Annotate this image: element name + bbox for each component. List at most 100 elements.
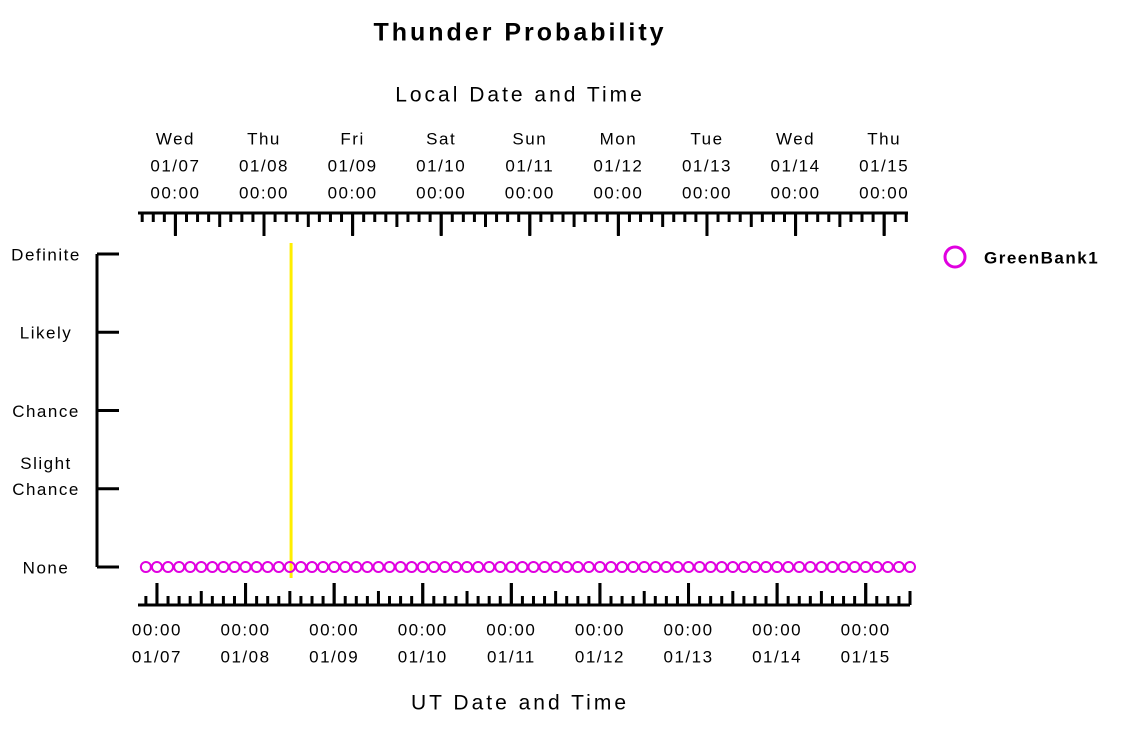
x-tick-label: 00:00 — [841, 620, 891, 639]
x2-tick-label: 00:00 — [505, 183, 555, 202]
data-point — [394, 561, 407, 573]
data-point — [571, 561, 584, 573]
x2-tick-label: 00:00 — [771, 183, 821, 202]
x2-tick-label: 00:00 — [593, 183, 643, 202]
data-point — [228, 561, 241, 573]
x2-tick-label: 00:00 — [328, 183, 378, 202]
x-tick-label: 01/09 — [309, 647, 359, 666]
x-tick-label: 00:00 — [663, 620, 713, 639]
bottom-axis-title: UT Date and Time — [411, 692, 629, 715]
data-point — [726, 561, 739, 573]
data-point — [837, 561, 850, 573]
data-point — [261, 561, 274, 573]
data-point — [549, 561, 562, 573]
data-point — [638, 561, 651, 573]
data-point — [173, 561, 186, 573]
x2-tick-label: Thu — [867, 129, 901, 148]
data-point — [206, 561, 219, 573]
y-tick-label: Slight — [20, 454, 72, 473]
x2-tick-label: Wed — [776, 129, 815, 148]
data-point — [150, 561, 163, 573]
data-point — [328, 561, 341, 573]
x-tick-label: 00:00 — [132, 620, 182, 639]
y-tick-label: Definite — [11, 245, 81, 264]
data-point — [604, 561, 617, 573]
x2-tick-label: 01/12 — [593, 156, 643, 175]
data-point — [162, 561, 175, 573]
x2-tick-label: 00:00 — [150, 183, 200, 202]
data-point — [305, 561, 318, 573]
data-point — [294, 561, 307, 573]
x2-tick-label: 00:00 — [859, 183, 909, 202]
data-point — [505, 561, 518, 573]
x-tick-label: 00:00 — [486, 620, 536, 639]
data-point — [139, 561, 152, 573]
data-point — [771, 561, 784, 573]
data-point — [859, 561, 872, 573]
data-point — [350, 561, 363, 573]
data-point — [660, 561, 673, 573]
x2-tick-label: Sun — [512, 129, 547, 148]
top-axis-title: Local Date and Time — [395, 84, 645, 107]
data-point — [527, 561, 540, 573]
x2-tick-label: 00:00 — [682, 183, 732, 202]
data-point — [560, 561, 573, 573]
data-point — [904, 561, 916, 573]
data-point — [682, 561, 695, 573]
data-point — [616, 561, 629, 573]
data-point — [815, 561, 828, 573]
data-point — [627, 561, 640, 573]
data-point — [538, 561, 551, 573]
x-tick-label: 01/13 — [663, 647, 713, 666]
data-point — [870, 561, 883, 573]
data-point — [892, 561, 905, 573]
x-tick-label: 00:00 — [309, 620, 359, 639]
data-point — [427, 561, 440, 573]
data-point — [184, 561, 197, 573]
data-point — [793, 561, 806, 573]
data-point — [704, 561, 717, 573]
data-point — [649, 561, 662, 573]
x2-tick-label: Mon — [600, 129, 638, 148]
data-point — [748, 561, 761, 573]
x2-tick-label: Wed — [156, 129, 195, 148]
x-tick-label: 01/11 — [487, 647, 536, 666]
data-point — [217, 561, 230, 573]
data-point — [472, 561, 485, 573]
x-tick-label: 01/15 — [841, 647, 891, 666]
x2-tick-label: 01/09 — [328, 156, 378, 175]
legend-label: GreenBank1 — [984, 248, 1099, 267]
y-tick-label: None — [23, 558, 70, 577]
data-point — [715, 561, 728, 573]
data-point — [760, 561, 773, 573]
x-tick-label: 00:00 — [752, 620, 802, 639]
data-point — [317, 561, 330, 573]
data-point — [239, 561, 252, 573]
data-point — [693, 561, 706, 573]
x-tick-label: 01/12 — [575, 647, 625, 666]
data-point — [737, 561, 750, 573]
x2-tick-label: Thu — [247, 129, 281, 148]
data-point — [405, 561, 418, 573]
data-point — [782, 561, 795, 573]
x2-tick-label: 01/15 — [859, 156, 909, 175]
x-tick-label: 00:00 — [398, 620, 448, 639]
x-tick-label: 01/07 — [132, 647, 182, 666]
data-point — [582, 561, 595, 573]
y-tick-label: Chance — [12, 480, 80, 499]
x2-tick-label: 01/10 — [416, 156, 466, 175]
x2-tick-label: 00:00 — [239, 183, 289, 202]
x-tick-label: 01/10 — [398, 647, 448, 666]
x2-tick-label: 01/08 — [239, 156, 289, 175]
data-point — [195, 561, 208, 573]
x-tick-label: 01/14 — [752, 647, 802, 666]
data-point — [383, 561, 396, 573]
data-point — [250, 561, 263, 573]
data-point — [593, 561, 606, 573]
x2-tick-label: 01/11 — [505, 156, 554, 175]
x2-tick-label: 01/07 — [150, 156, 200, 175]
x2-tick-label: 01/13 — [682, 156, 732, 175]
legend-marker — [943, 245, 967, 269]
x2-tick-label: 01/14 — [771, 156, 821, 175]
